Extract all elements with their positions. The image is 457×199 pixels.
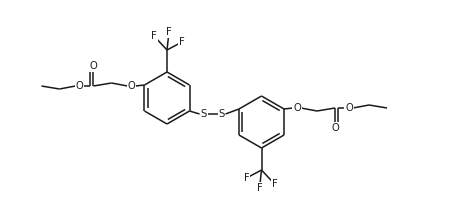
Text: O: O — [293, 103, 301, 113]
Text: F: F — [166, 27, 172, 37]
Text: O: O — [128, 81, 135, 91]
Text: F: F — [244, 173, 250, 183]
Text: F: F — [271, 179, 277, 189]
Text: F: F — [151, 31, 157, 41]
Text: O: O — [345, 103, 353, 113]
Text: O: O — [331, 123, 339, 133]
Text: O: O — [90, 61, 97, 71]
Text: S: S — [218, 109, 225, 119]
Text: F: F — [179, 37, 185, 47]
Text: S: S — [200, 109, 207, 119]
Text: F: F — [257, 183, 262, 193]
Text: O: O — [75, 81, 83, 91]
